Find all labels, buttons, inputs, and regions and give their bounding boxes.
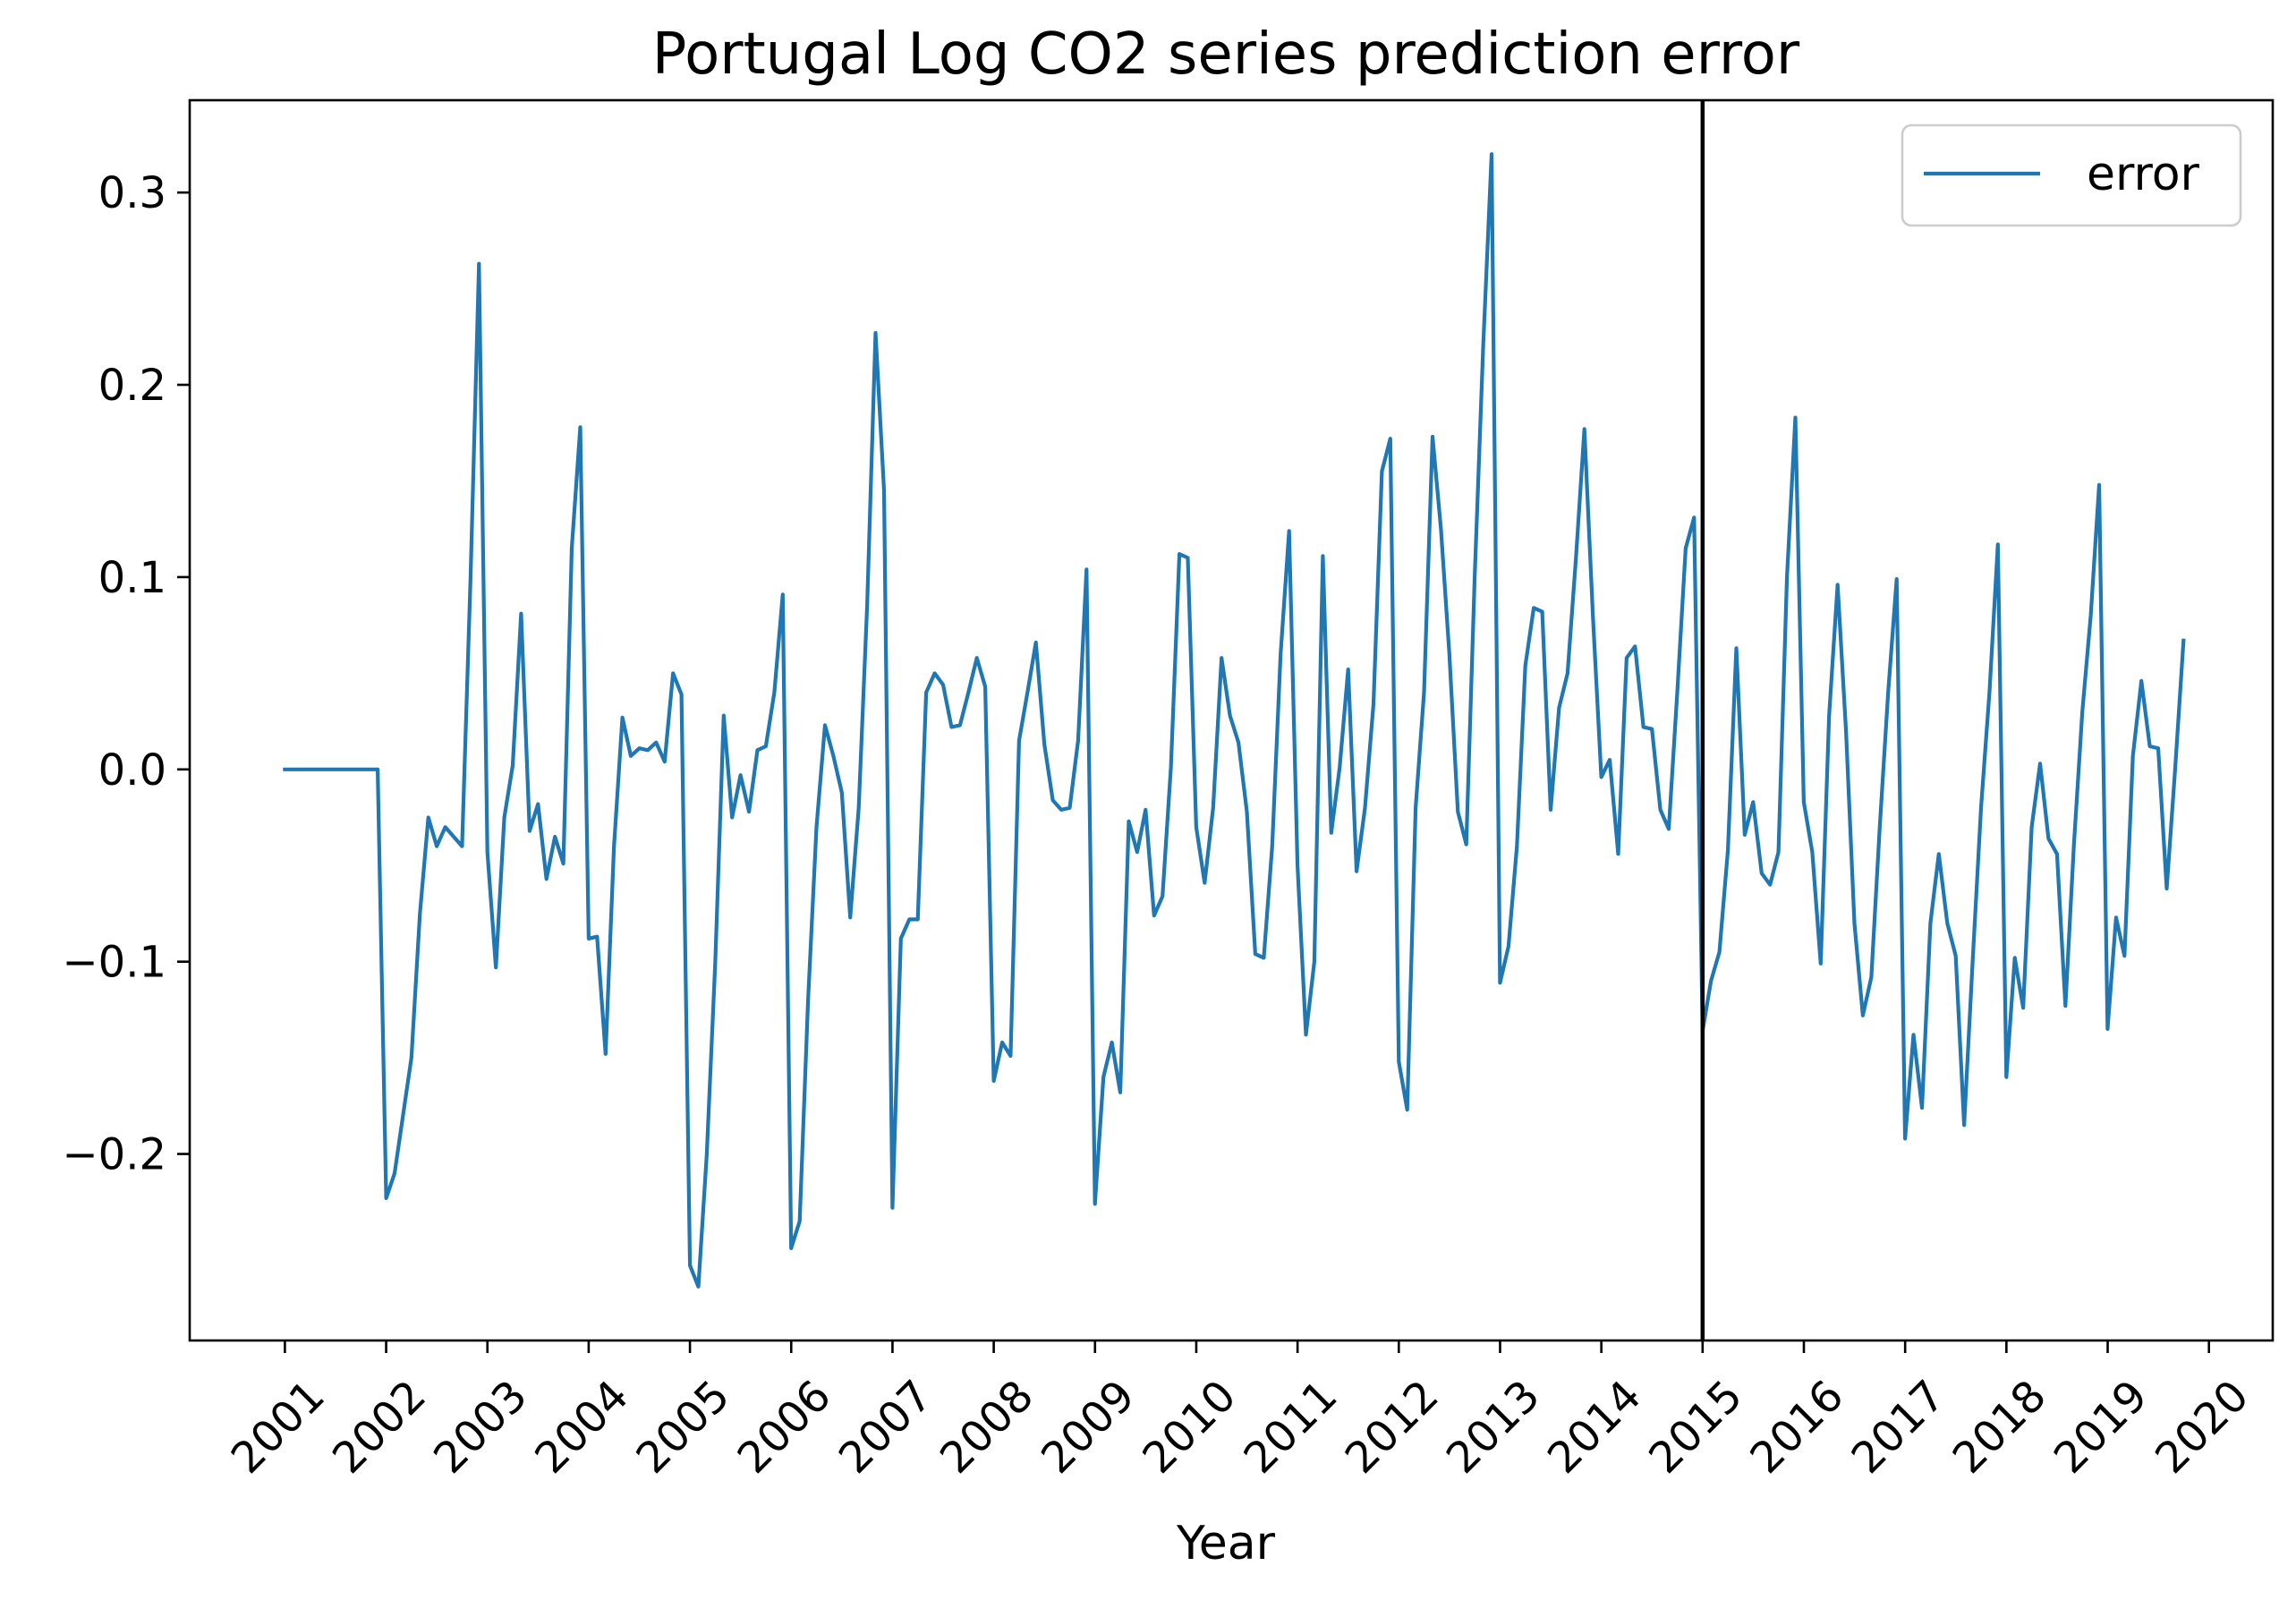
plot-area [283,100,2186,1340]
legend-label-error: error [2087,148,2200,201]
y-tick-label: −0.2 [62,1130,166,1180]
y-tick-label: −0.1 [62,938,166,988]
y-tick-label: 0.3 [98,168,166,218]
legend: error [1901,123,2242,227]
axes-frame [188,98,2275,1342]
y-axis: −0.2 −0.1 0.0 0.1 0.2 0.3 [62,168,190,1180]
y-tick-label: 0.2 [98,361,166,411]
chart-title: Portugal Log CO2 series prediction error [652,21,1800,88]
legend-box [1901,123,2242,227]
series-line-error [283,152,2186,1289]
x-axis-title: Year [1176,1517,1276,1570]
y-tick-label: 0.0 [98,745,166,796]
y-tick-label: 0.1 [98,553,166,603]
